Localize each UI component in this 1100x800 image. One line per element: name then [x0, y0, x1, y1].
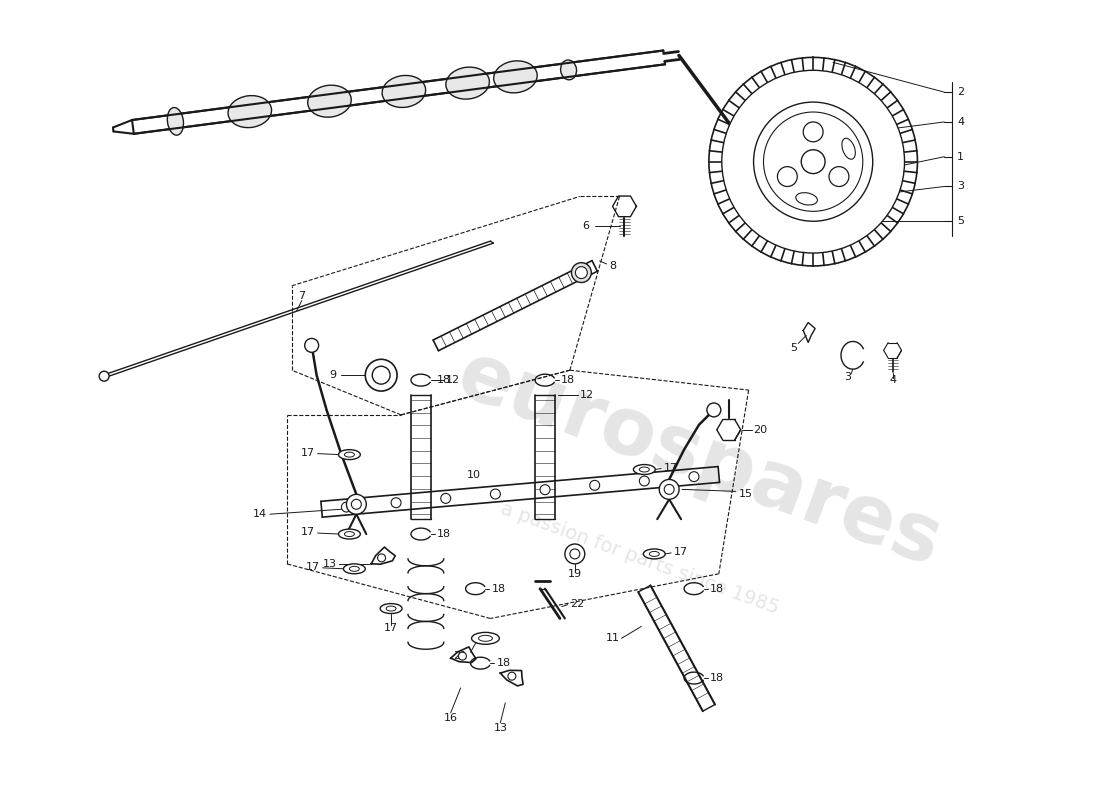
Circle shape [803, 122, 823, 142]
Text: 6: 6 [583, 222, 590, 231]
Ellipse shape [639, 467, 649, 472]
Circle shape [365, 359, 397, 391]
Circle shape [540, 485, 550, 494]
Ellipse shape [381, 603, 402, 614]
Text: 12: 12 [446, 375, 460, 385]
Text: 17: 17 [300, 527, 315, 537]
Text: 17: 17 [664, 462, 679, 473]
Circle shape [689, 472, 698, 482]
Text: 10: 10 [466, 470, 481, 480]
Ellipse shape [795, 193, 817, 205]
Circle shape [565, 544, 585, 564]
Circle shape [372, 366, 390, 384]
Circle shape [341, 502, 351, 512]
Text: 18: 18 [492, 584, 506, 594]
Circle shape [346, 494, 366, 514]
Text: 19: 19 [568, 569, 582, 578]
Text: 13: 13 [493, 722, 507, 733]
Text: 21: 21 [453, 651, 468, 662]
Circle shape [801, 150, 825, 174]
Text: 11: 11 [605, 634, 619, 643]
Ellipse shape [386, 606, 396, 611]
Text: 4: 4 [957, 117, 965, 127]
Text: 1: 1 [957, 152, 965, 162]
Text: 2: 2 [957, 87, 965, 97]
Text: 18: 18 [437, 529, 451, 539]
Text: 5: 5 [957, 216, 965, 226]
Circle shape [459, 652, 466, 660]
Ellipse shape [344, 531, 354, 537]
Ellipse shape [478, 635, 493, 642]
Text: 17: 17 [300, 448, 315, 458]
Text: 4: 4 [889, 375, 896, 385]
Text: 3: 3 [845, 372, 851, 382]
Text: 17: 17 [384, 623, 398, 634]
Text: 8: 8 [609, 261, 617, 271]
Ellipse shape [339, 529, 361, 539]
Ellipse shape [494, 61, 537, 93]
Ellipse shape [167, 107, 184, 135]
Ellipse shape [649, 551, 659, 557]
Text: 15: 15 [739, 490, 752, 499]
Ellipse shape [350, 566, 360, 571]
Circle shape [351, 499, 361, 510]
Circle shape [590, 480, 600, 490]
Circle shape [99, 371, 109, 381]
Text: 18: 18 [561, 375, 575, 385]
Circle shape [664, 485, 674, 494]
Circle shape [778, 166, 798, 186]
Text: 18: 18 [710, 673, 724, 683]
Text: 13: 13 [322, 559, 337, 569]
Text: 3: 3 [957, 182, 965, 191]
Circle shape [575, 266, 587, 278]
Circle shape [392, 498, 402, 508]
Text: 14: 14 [253, 510, 267, 519]
Circle shape [305, 338, 319, 352]
Text: 17: 17 [306, 562, 320, 572]
Text: 16: 16 [443, 713, 458, 722]
Circle shape [377, 554, 385, 562]
Circle shape [707, 403, 721, 417]
Text: 5: 5 [790, 343, 796, 354]
Circle shape [754, 102, 872, 222]
Circle shape [508, 672, 516, 680]
Circle shape [491, 489, 501, 499]
Circle shape [829, 166, 849, 186]
Text: 18: 18 [496, 658, 510, 668]
Ellipse shape [634, 465, 656, 474]
Text: 17: 17 [674, 547, 689, 557]
Ellipse shape [472, 632, 499, 644]
Ellipse shape [382, 75, 426, 107]
Ellipse shape [842, 138, 856, 159]
Text: 18: 18 [437, 375, 451, 385]
Text: 7: 7 [298, 290, 306, 301]
Circle shape [659, 479, 679, 499]
Ellipse shape [344, 452, 354, 457]
Ellipse shape [343, 564, 365, 574]
Circle shape [441, 494, 451, 503]
Ellipse shape [339, 450, 361, 459]
Ellipse shape [228, 96, 272, 128]
Ellipse shape [561, 60, 576, 80]
Text: 18: 18 [710, 584, 724, 594]
Circle shape [722, 70, 904, 253]
Circle shape [639, 476, 649, 486]
Text: 20: 20 [754, 425, 768, 434]
Text: a passion for parts since 1985: a passion for parts since 1985 [497, 499, 781, 618]
Circle shape [570, 549, 580, 559]
Ellipse shape [644, 549, 666, 559]
Circle shape [708, 58, 917, 266]
Ellipse shape [446, 67, 490, 99]
Text: eurospares: eurospares [447, 336, 952, 583]
Text: 9: 9 [329, 370, 337, 380]
Circle shape [763, 112, 862, 211]
Ellipse shape [308, 85, 351, 117]
Text: 12: 12 [580, 390, 594, 400]
Circle shape [571, 262, 592, 282]
Text: 22: 22 [570, 598, 584, 609]
